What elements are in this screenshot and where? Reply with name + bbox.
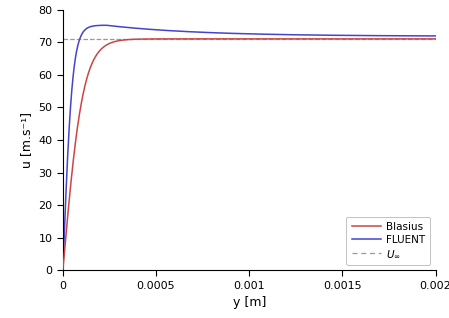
Y-axis label: u [m.s⁻¹]: u [m.s⁻¹] bbox=[20, 112, 33, 168]
X-axis label: y [m]: y [m] bbox=[233, 296, 266, 309]
Legend: Blasius, FLUENT, $U_{\infty}$: Blasius, FLUENT, $U_{\infty}$ bbox=[347, 217, 430, 265]
